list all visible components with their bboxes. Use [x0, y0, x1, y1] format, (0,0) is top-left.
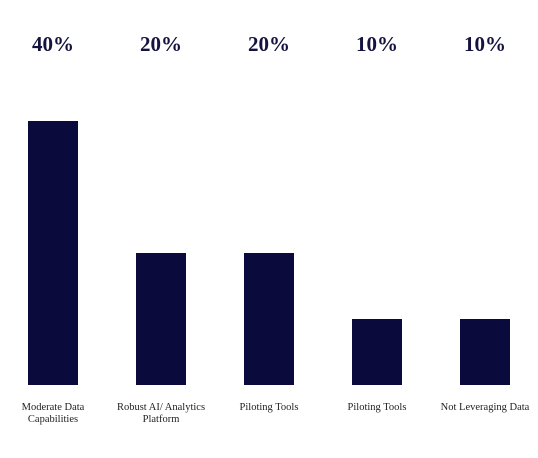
bar [244, 253, 294, 385]
category-label: Not Leveraging Data [440, 402, 530, 413]
category-label: Moderate Data Capabilities [21, 402, 85, 425]
bar [352, 319, 402, 385]
value-label: 20% [248, 32, 290, 56]
bar [28, 121, 78, 385]
value-label: 10% [356, 32, 398, 56]
category-label: Piloting Tools [239, 402, 299, 413]
bar [460, 319, 510, 385]
value-label: 20% [140, 32, 182, 56]
value-label: 40% [32, 32, 74, 56]
value-label: 10% [464, 32, 506, 56]
bar [136, 253, 186, 385]
category-label: Piloting Tools [347, 402, 407, 413]
category-label: Robust AI/ Analytics Platform [116, 402, 206, 425]
